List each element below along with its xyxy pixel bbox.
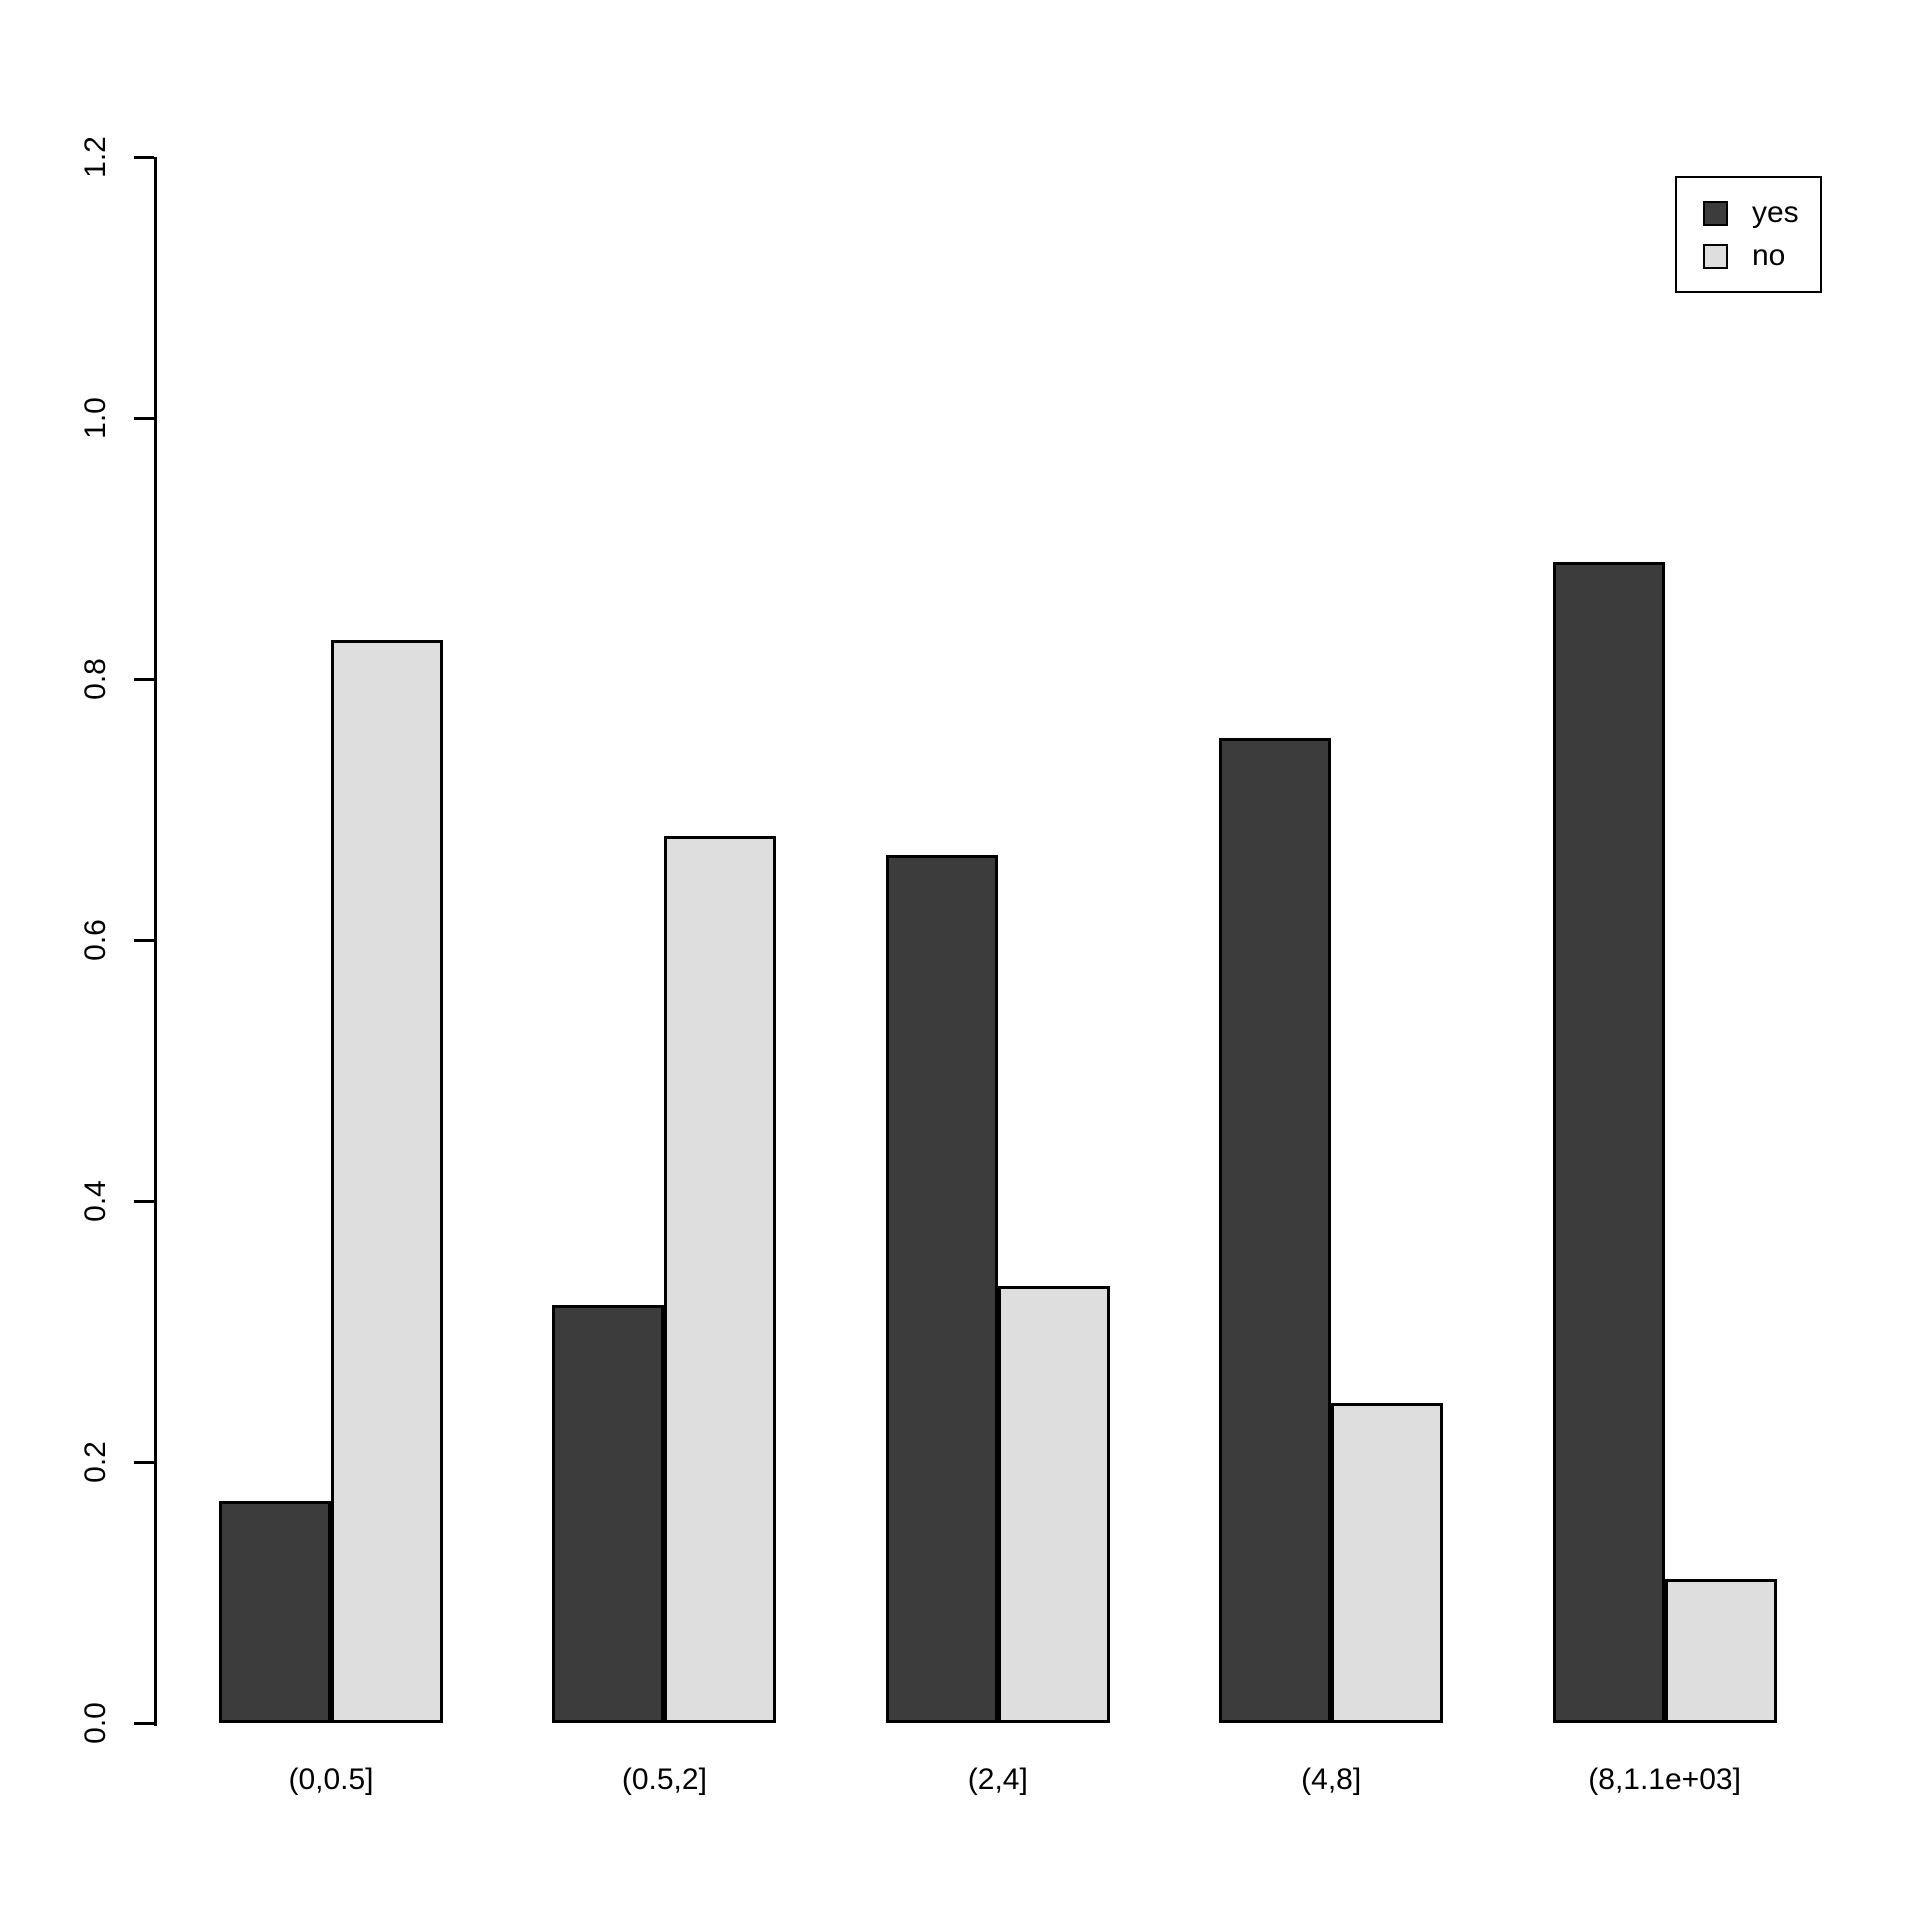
legend-row-yes: yes	[1703, 198, 1820, 228]
y-tick-label: 0.6	[79, 919, 112, 961]
y-tick	[134, 1461, 154, 1464]
y-tick-label: 0.2	[79, 1441, 112, 1483]
legend-label-no: no	[1752, 239, 1786, 272]
y-tick-label: 0.4	[79, 1180, 112, 1222]
y-tick-label: 0.8	[79, 658, 112, 700]
bar-yes	[885, 855, 998, 1723]
bar-no	[1664, 1579, 1777, 1723]
y-tick-label: 1.0	[79, 397, 112, 439]
y-tick	[134, 678, 154, 681]
bar-no	[664, 835, 777, 1723]
y-tick-label: 1.2	[79, 136, 112, 178]
bar-no	[997, 1285, 1110, 1723]
x-category-label: (0,0.5]	[288, 1763, 374, 1796]
bar-yes	[552, 1305, 665, 1723]
x-category-label: (8,1.1e+03]	[1588, 1763, 1741, 1796]
bar-no	[331, 639, 443, 1723]
y-tick	[134, 1722, 154, 1725]
y-axis-line	[154, 157, 157, 1726]
bar-no	[1331, 1403, 1444, 1723]
legend-label-yes: yes	[1752, 196, 1799, 229]
x-category-label: (0.5,2]	[621, 1763, 707, 1796]
legend-row-no: no	[1703, 241, 1820, 271]
y-tick	[134, 1200, 154, 1203]
legend-swatch-no	[1703, 243, 1728, 269]
y-tick	[134, 156, 154, 159]
bar-yes	[219, 1501, 331, 1723]
bar-yes	[1552, 561, 1665, 1723]
x-category-label: (2,4]	[967, 1763, 1028, 1796]
y-tick	[134, 417, 154, 420]
y-tick	[134, 939, 154, 942]
y-tick-label: 0.0	[79, 1702, 112, 1744]
x-category-label: (4,8]	[1301, 1763, 1362, 1796]
bar-yes	[1219, 737, 1332, 1723]
legend-swatch-yes	[1703, 200, 1728, 226]
legend: yes no	[1675, 176, 1822, 293]
